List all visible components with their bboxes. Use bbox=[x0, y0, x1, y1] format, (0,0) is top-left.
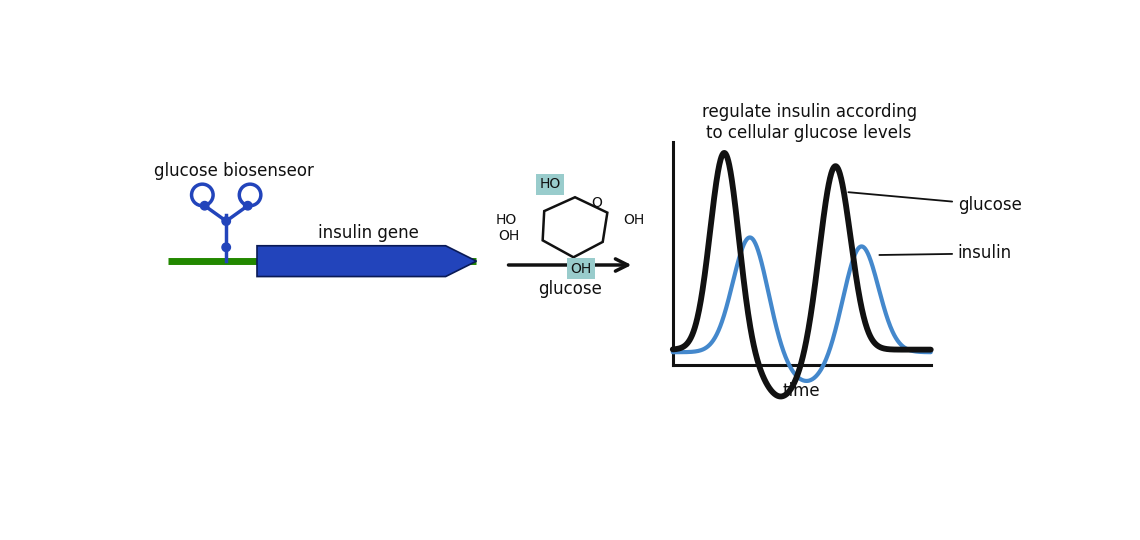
Circle shape bbox=[201, 201, 209, 210]
Text: glucose: glucose bbox=[538, 280, 602, 299]
Circle shape bbox=[222, 243, 230, 252]
Text: glucose biosenseor: glucose biosenseor bbox=[154, 163, 314, 180]
Text: OH: OH bbox=[622, 213, 644, 227]
Text: OH: OH bbox=[570, 262, 592, 276]
Circle shape bbox=[239, 184, 261, 206]
Text: insulin: insulin bbox=[879, 245, 1012, 262]
Text: glucose: glucose bbox=[848, 192, 1021, 214]
Text: O: O bbox=[592, 197, 602, 211]
Text: time: time bbox=[783, 382, 821, 400]
Text: HO: HO bbox=[496, 213, 518, 227]
Text: HO: HO bbox=[539, 177, 561, 191]
Circle shape bbox=[244, 201, 252, 210]
Text: regulate insulin according
to cellular glucose levels: regulate insulin according to cellular g… bbox=[701, 103, 917, 142]
Text: insulin gene: insulin gene bbox=[318, 224, 420, 242]
Polygon shape bbox=[256, 246, 477, 276]
Circle shape bbox=[222, 217, 230, 225]
Polygon shape bbox=[543, 197, 608, 257]
Text: OH: OH bbox=[498, 229, 520, 243]
Circle shape bbox=[192, 184, 213, 206]
